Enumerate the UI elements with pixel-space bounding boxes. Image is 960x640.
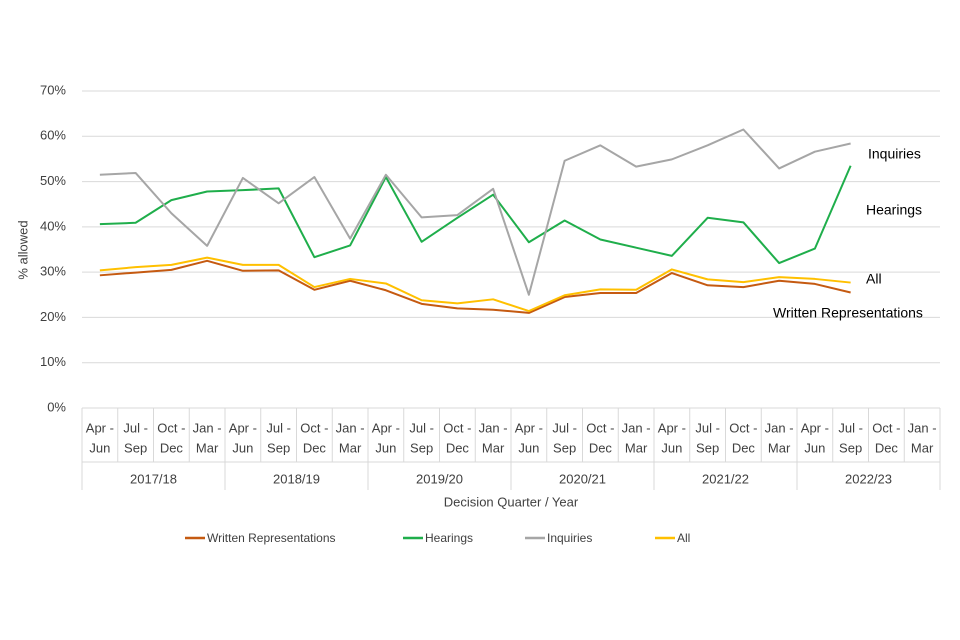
y-axis-title: % allowed — [15, 220, 30, 279]
x-tick-label: Mar — [196, 440, 219, 455]
x-tick-label: Mar — [482, 440, 505, 455]
y-tick-label: 40% — [40, 218, 66, 233]
x-tick-label: Oct - — [443, 420, 471, 435]
x-tick-label: Jul - — [123, 420, 148, 435]
x-tick-label: Mar — [911, 440, 934, 455]
x-tick-label: Dec — [160, 440, 184, 455]
x-tick-label: Sep — [267, 440, 290, 455]
x-tick-label: Jul - — [838, 420, 863, 435]
x-tick-label: Apr - — [86, 420, 114, 435]
line-annotation: Inquiries — [868, 146, 921, 162]
x-tick-label: Sep — [553, 440, 576, 455]
x-tick-label: Dec — [875, 440, 899, 455]
line-annotation: Hearings — [866, 202, 922, 218]
line-annotation: All — [866, 271, 882, 287]
x-tick-label: Oct - — [872, 420, 900, 435]
x-tick-label: Jun — [804, 440, 825, 455]
x-tick-label: Jan - — [908, 420, 937, 435]
y-tick-label: 10% — [40, 354, 66, 369]
x-tick-label: Apr - — [801, 420, 829, 435]
legend-label: All — [677, 531, 690, 545]
x-tick-label: Jul - — [695, 420, 720, 435]
x-tick-label: Jan - — [622, 420, 651, 435]
group-label: 2020/21 — [559, 471, 606, 486]
x-tick-label: Jul - — [266, 420, 291, 435]
x-tick-label: Dec — [303, 440, 327, 455]
group-label: 2017/18 — [130, 471, 177, 486]
x-tick-label: Dec — [446, 440, 470, 455]
x-tick-label: Mar — [339, 440, 362, 455]
series-line — [99, 165, 852, 265]
series-line — [99, 256, 851, 313]
x-tick-label: Jun — [232, 440, 253, 455]
x-tick-label: Jul - — [552, 420, 577, 435]
x-tick-label: Jun — [518, 440, 539, 455]
x-tick-label: Jan - — [479, 420, 508, 435]
x-tick-label: Sep — [696, 440, 719, 455]
x-tick-label: Dec — [732, 440, 756, 455]
x-tick-label: Apr - — [515, 420, 543, 435]
x-tick-label: Jan - — [193, 420, 222, 435]
x-tick-label: Jan - — [765, 420, 794, 435]
x-tick-label: Apr - — [372, 420, 400, 435]
x-axis-title: Decision Quarter / Year — [444, 494, 579, 509]
x-tick-label: Oct - — [729, 420, 757, 435]
x-tick-label: Mar — [768, 440, 791, 455]
x-tick-label: Oct - — [157, 420, 185, 435]
group-label: 2018/19 — [273, 471, 320, 486]
series-line — [99, 259, 851, 314]
x-tick-label: Sep — [124, 440, 147, 455]
y-tick-label: 0% — [47, 399, 66, 414]
legend-label: Inquiries — [547, 531, 592, 545]
x-tick-label: Jan - — [336, 420, 365, 435]
x-tick-label: Jul - — [409, 420, 434, 435]
x-tick-label: Oct - — [300, 420, 328, 435]
y-tick-label: 60% — [40, 128, 66, 143]
x-tick-label: Apr - — [658, 420, 686, 435]
group-label: 2021/22 — [702, 471, 749, 486]
y-tick-label: 30% — [40, 264, 66, 279]
x-tick-label: Mar — [625, 440, 648, 455]
group-label: 2019/20 — [416, 471, 463, 486]
y-tick-label: 70% — [40, 82, 66, 97]
series-line — [99, 128, 851, 296]
x-tick-label: Dec — [589, 440, 613, 455]
x-tick-label: Oct - — [586, 420, 614, 435]
x-tick-label: Jun — [89, 440, 110, 455]
x-tick-label: Jun — [661, 440, 682, 455]
legend-label: Hearings — [425, 531, 473, 545]
y-tick-label: 50% — [40, 173, 66, 188]
legend-label: Written Representations — [207, 531, 336, 545]
x-tick-label: Sep — [410, 440, 433, 455]
x-tick-label: Sep — [839, 440, 862, 455]
x-tick-label: Jun — [375, 440, 396, 455]
y-tick-label: 20% — [40, 309, 66, 324]
group-label: 2022/23 — [845, 471, 892, 486]
x-tick-label: Apr - — [229, 420, 257, 435]
line-annotation: Written Representations — [773, 305, 923, 321]
